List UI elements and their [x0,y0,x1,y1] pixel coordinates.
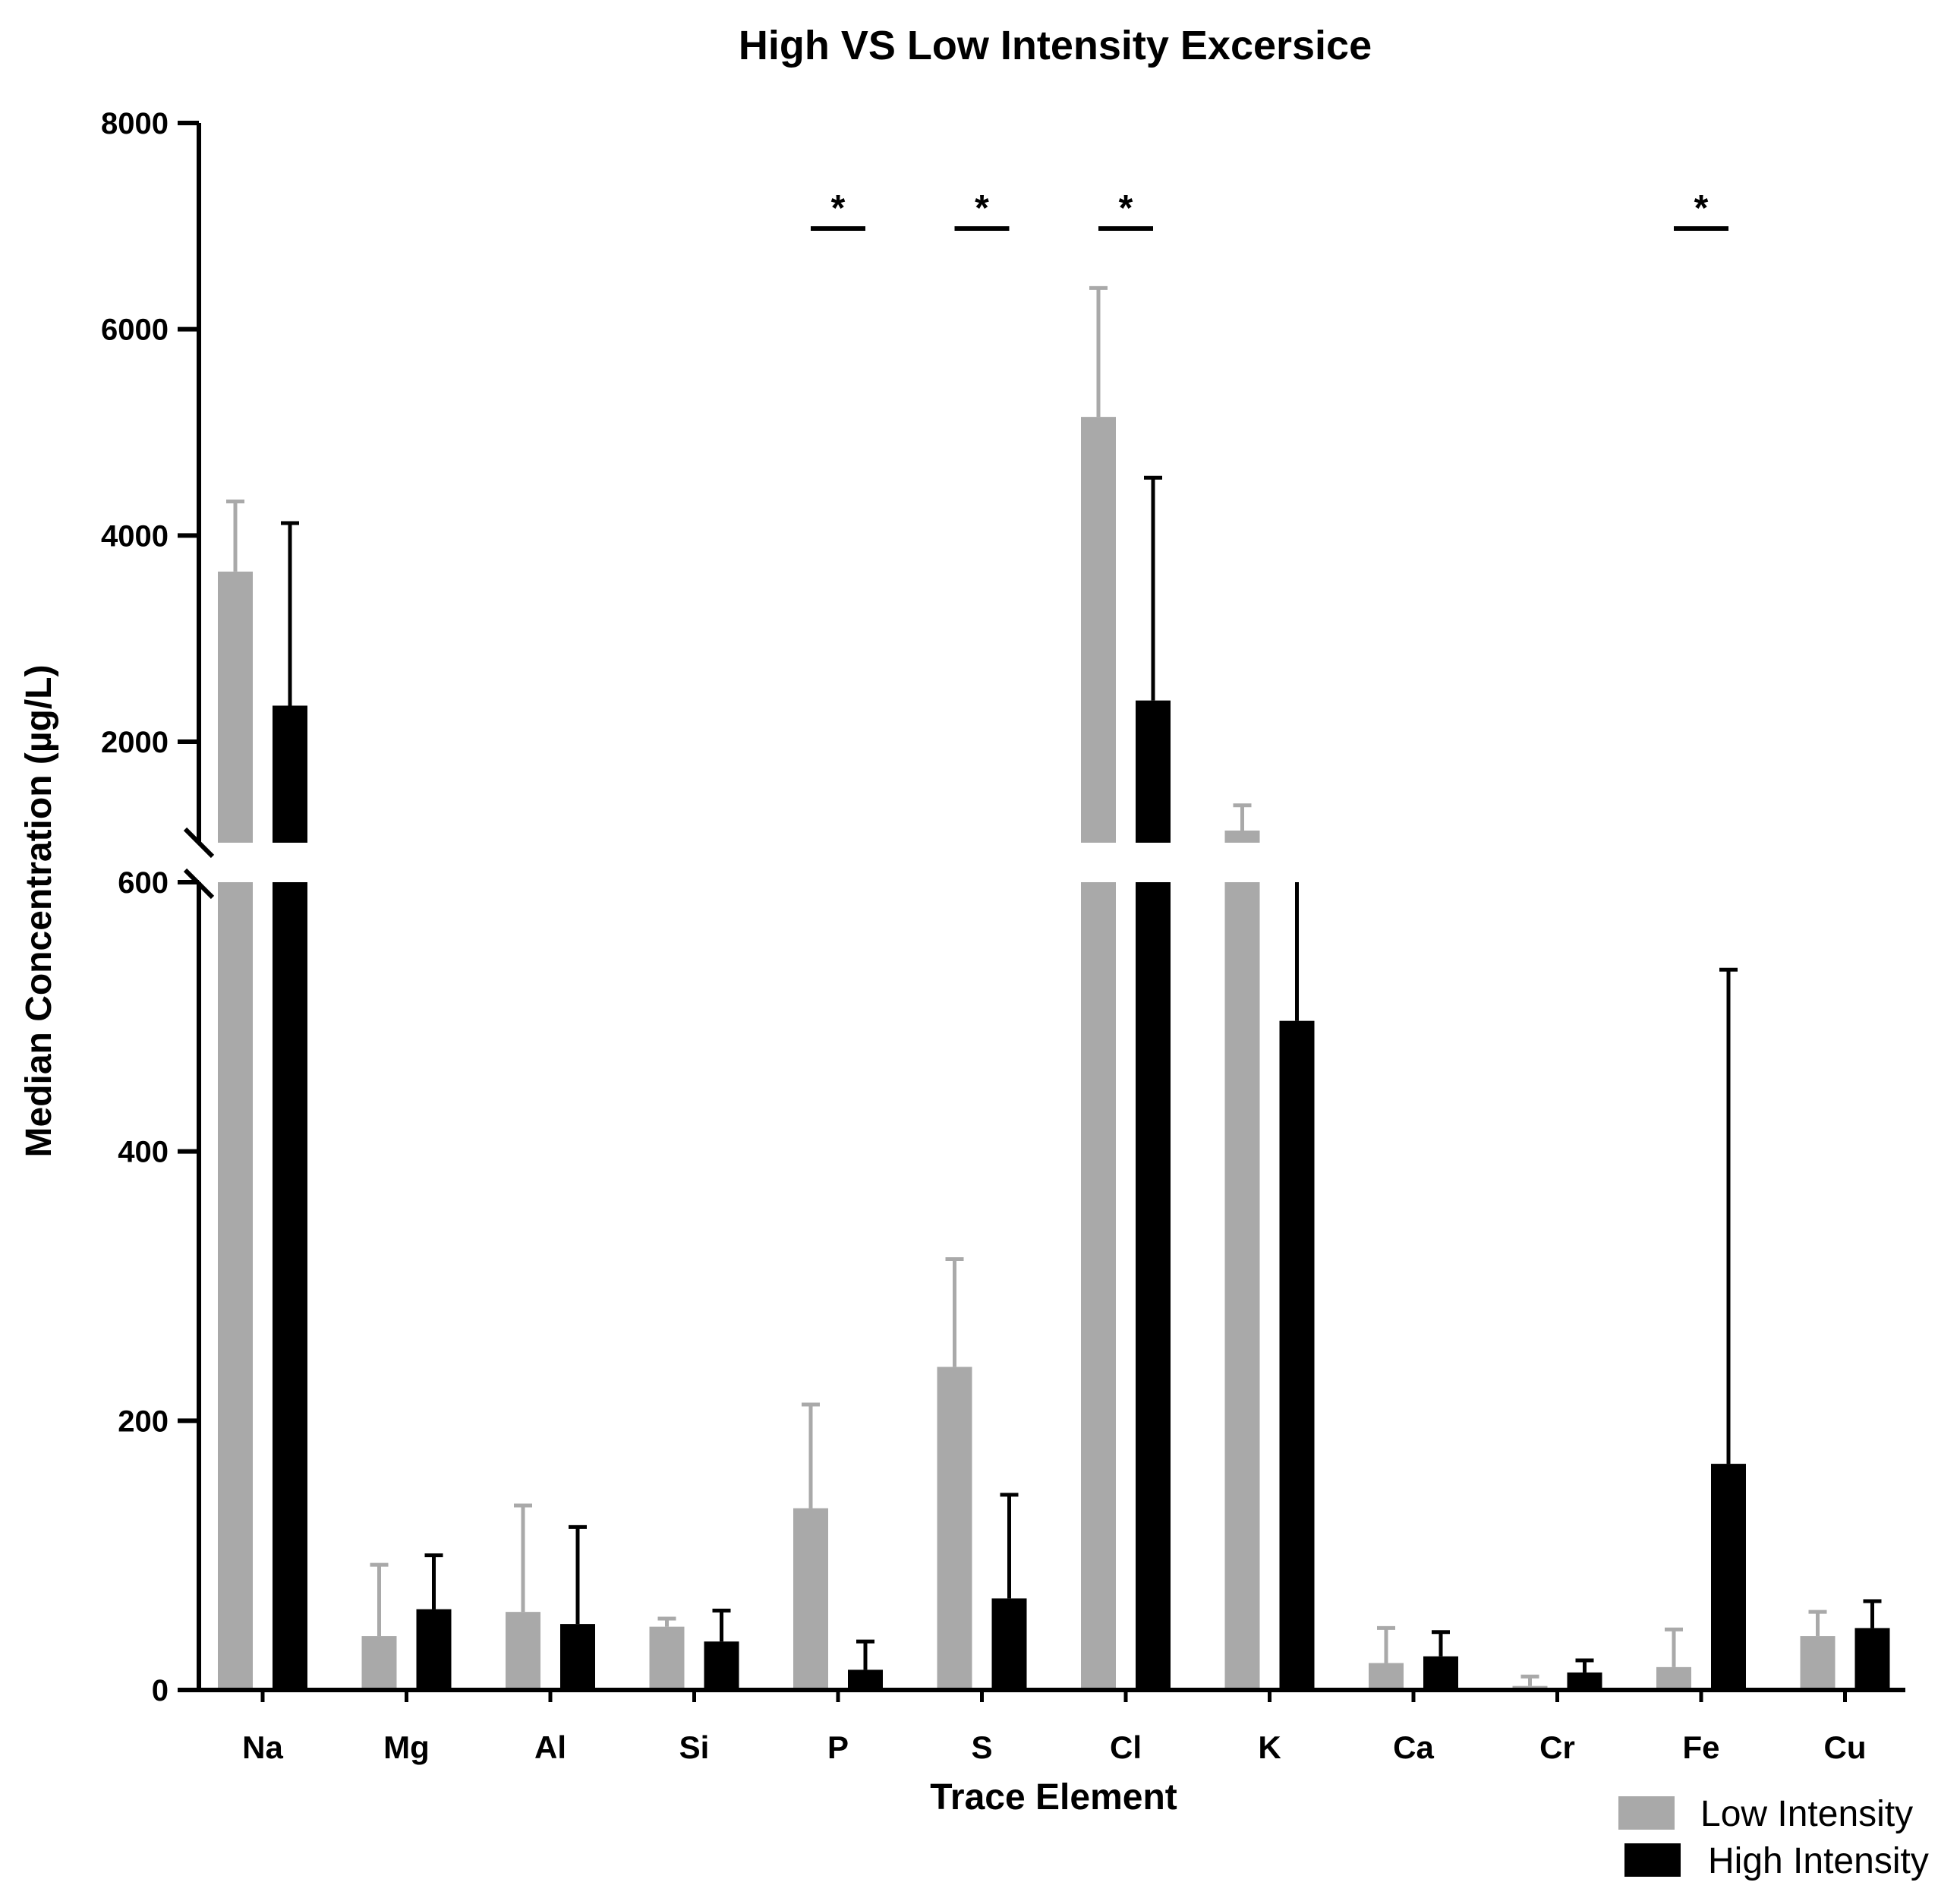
legend-label-low: Low Intensity [1700,1794,1913,1834]
x-tick-label-fe: Fe [1682,1729,1719,1765]
significance-star-cl: * [1119,188,1133,229]
x-tick-label-ca: Ca [1393,1729,1434,1765]
bar-high-k [1279,1020,1315,1690]
bar-low-al [506,1612,540,1690]
x-tick-label-mg: Mg [383,1729,430,1765]
x-tick-label-cl: Cl [1110,1729,1142,1765]
bar-low-cl-lower [1081,882,1116,1690]
significance-star-fe: * [1694,188,1709,229]
x-tick-label-si: Si [679,1729,710,1765]
x-tick-label-cr: Cr [1539,1729,1575,1765]
x-tick-label-cu: Cu [1824,1729,1867,1765]
x-tick-label-al: Al [534,1729,566,1765]
bar-low-si [649,1626,685,1690]
significance-star-p: * [831,188,846,229]
legend: Low Intensity High Intensity [1618,1794,1929,1881]
y-tick-label-8000: 8000 [101,107,169,140]
bar-low-k-lower [1224,882,1260,1690]
y-tick-label-4000: 4000 [101,519,169,553]
y-tick-label-0: 0 [152,1674,169,1707]
bar-low-p [793,1508,828,1690]
bar-low-na-upper [218,571,253,843]
legend-swatch-high [1624,1843,1681,1877]
y-tick-label-2000: 2000 [101,726,169,759]
axes-layer: Na Mg Al Si P S Cl K Ca Cr Fe Cu 0 200 400 600 2000 4000 6… [101,107,1905,1765]
bar-high-cl-lower [1136,882,1171,1690]
bar-low-ca [1369,1663,1404,1690]
bars-layer [218,285,1890,1690]
legend-swatch-low [1618,1796,1675,1830]
bar-high-ca [1423,1656,1458,1690]
bar-high-p [848,1669,883,1690]
bar-low-cl-upper [1081,417,1116,843]
bar-high-fe [1711,1464,1746,1690]
x-tick-label-s: S [971,1729,992,1765]
significance-star-s: * [975,188,989,229]
y-tick-label-6000: 6000 [101,314,169,347]
y-tick-label-600: 600 [118,866,169,900]
bar-high-cr [1567,1672,1602,1690]
x-tick-label-k: K [1258,1729,1281,1765]
x-axis-title: Trace Element [930,1777,1177,1818]
bar-high-mg [416,1609,452,1690]
bar-low-s [937,1367,972,1690]
bar-high-si [704,1641,739,1690]
bar-high-cu [1854,1628,1890,1690]
chart-title: High VS Low Intensity Excersice [739,23,1372,68]
legend-label-high: High Intensity [1708,1841,1929,1881]
y-tick-label-200: 200 [118,1405,169,1438]
x-tick-label-na: Na [242,1729,283,1765]
bar-high-cl-upper [1136,700,1171,843]
bar-high-na-upper [273,705,307,843]
bar-low-mg [361,1636,397,1690]
bar-high-al [560,1624,595,1690]
bar-high-s [991,1598,1027,1690]
bar-low-na-lower [218,882,253,1690]
bar-low-fe [1656,1666,1691,1690]
axis-break-mark-upper [183,827,215,859]
x-tick-label-p: P [827,1729,849,1765]
bar-high-na-lower [273,882,307,1690]
y-axis-title: Median Concentration (µg/L) [19,665,59,1158]
y-tick-label-400: 400 [118,1136,169,1169]
bar-low-cu [1800,1636,1836,1690]
